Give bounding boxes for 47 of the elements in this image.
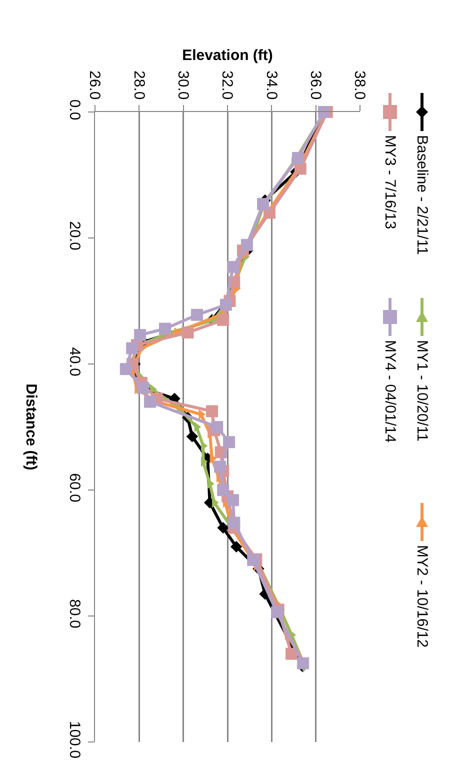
legend-label: MY4 - 04/01/14 [382, 340, 398, 443]
x-tick-label: 38.0 [351, 70, 368, 100]
point [227, 494, 240, 506]
point [182, 326, 194, 338]
point [292, 152, 304, 164]
point [136, 382, 149, 394]
point [223, 436, 236, 448]
x-tick-label: 34.0 [262, 70, 280, 100]
point [211, 421, 224, 433]
legend-label: Baseline - 2/21/11 [414, 135, 430, 255]
point [214, 460, 226, 473]
legend-label: MY1 - 10/20/11 [414, 340, 430, 442]
legend-label: MY2 - 10/16/12 [414, 545, 430, 648]
point [257, 198, 270, 210]
y-tick-label: 0.0 [66, 99, 83, 120]
point [126, 342, 138, 354]
point [144, 396, 156, 408]
point [134, 329, 146, 342]
x-axis-title: Elevation (ft) [182, 46, 273, 64]
point [120, 363, 132, 376]
point [297, 657, 310, 670]
point [206, 405, 218, 418]
legend-label: MY3 - 7/16/13 [382, 135, 398, 230]
point [230, 540, 242, 553]
point [191, 308, 204, 321]
point [247, 554, 260, 566]
point [228, 516, 240, 529]
point [217, 522, 229, 534]
y-tick-label: 80.0 [66, 599, 83, 628]
point [227, 260, 240, 273]
point [220, 298, 232, 311]
x-tick-label: 36.0 [306, 70, 324, 100]
y-tick-label: 100.0 [66, 720, 83, 759]
x-tick-label: 32.0 [218, 70, 236, 100]
y-tick-label: 20.0 [66, 221, 83, 250]
point [217, 484, 230, 496]
x-tick-label: 26.0 [86, 70, 104, 100]
point [270, 606, 283, 618]
point [240, 238, 253, 251]
point [159, 322, 171, 335]
x-tick-label: 28.0 [130, 70, 148, 100]
point [186, 430, 198, 442]
point [217, 314, 230, 326]
y-axis-title: Distance (ft) [22, 384, 40, 470]
x-tick-label: 30.0 [174, 70, 192, 100]
y-tick-label: 40.0 [66, 347, 83, 376]
y-tick-label: 60.0 [66, 473, 83, 502]
